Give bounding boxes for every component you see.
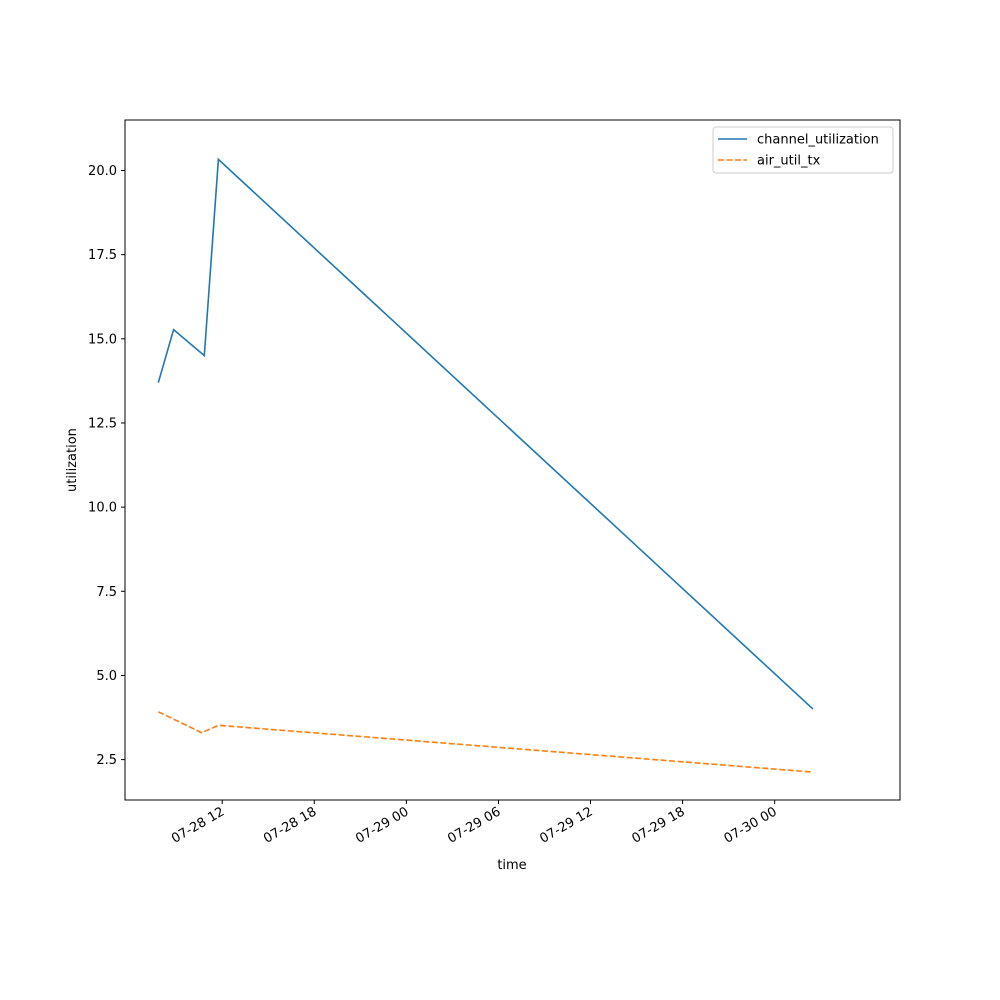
plot-frame	[124, 119, 901, 801]
y-tick-label: 20.0	[88, 164, 117, 179]
legend: channel_utilization air_util_tx	[712, 126, 894, 174]
y-tick-label: 2.5	[96, 753, 117, 768]
y-tick-label: 10.0	[88, 501, 117, 516]
legend-label-air-util-tx: air_util_tx	[757, 154, 821, 169]
x-axis-label: time	[497, 858, 526, 873]
y-tick-label: 17.5	[88, 248, 117, 263]
legend-box	[712, 126, 894, 174]
series-line-channel-utilization	[157, 157, 814, 710]
y-tick-label: 7.5	[96, 585, 117, 600]
y-tick-label: 5.0	[96, 669, 117, 684]
legend-label-channel-utilization: channel_utilization	[757, 133, 879, 148]
y-tick-label: 12.5	[88, 416, 117, 431]
y-tick-label: 15.0	[88, 332, 117, 347]
y-axis-label: utilization	[65, 428, 80, 492]
y-axis: 2.5 5.0 7.5 10.0 12.5 15.0 17.5 20.0	[88, 164, 125, 768]
plot-area	[157, 157, 814, 773]
